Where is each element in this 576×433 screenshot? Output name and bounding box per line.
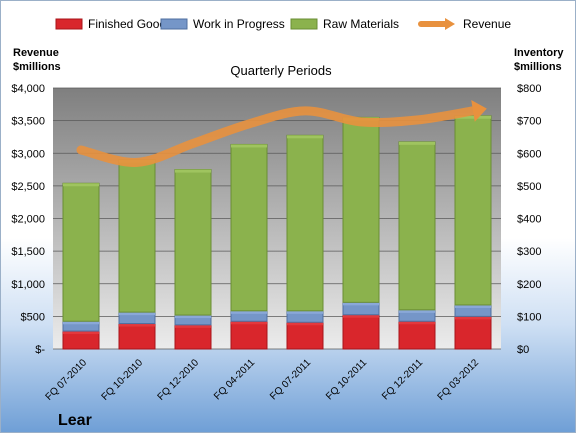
bar-highlight [455,316,491,320]
legend-label-finished-goods: Finished Goods [88,17,172,31]
x-tick-label: FQ 07-2011 [268,357,313,402]
bar-raw-materials [174,169,212,316]
legend-label-work-in-progress: Work in Progress [193,17,285,31]
legend-swatch-raw-materials [290,18,318,30]
x-tick-label: FQ 07-2010 [44,357,90,403]
x-tick-label: FQ 03-2012 [436,357,482,403]
bar-raw-materials [454,115,492,306]
bar-highlight [63,331,99,335]
bar-finished-goods [174,324,212,350]
right-tick-label: $100 [517,311,541,323]
bar-highlight [399,141,435,145]
bar-highlight [455,115,491,119]
bar-finished-goods [342,314,380,350]
bar-highlight [175,169,211,173]
x-tick-label: FQ 10-2010 [100,357,146,403]
bar-highlight [119,312,155,316]
revenue-arrowhead [471,99,487,122]
right-tick-label: $700 [517,116,541,128]
left-tick-label: $500 [21,311,45,323]
bar-highlight [399,321,435,325]
right-axis-title-line1: Inventory [514,47,564,59]
revenue-line-group [76,99,487,167]
bar-highlight [455,304,491,308]
right-tick-label: $800 [517,83,541,95]
bar-highlight [399,309,435,313]
legend-label-revenue: Revenue [463,17,511,31]
left-axis-title-line2: $millions [13,61,61,73]
x-tick-label: FQ 12-2010 [156,357,202,403]
bar-highlight [343,314,379,318]
bar-highlight [63,183,99,187]
bar-raw-materials [118,159,156,313]
bar-finished-goods [230,320,268,350]
bar-raw-materials [342,116,380,303]
right-tick-label: $0 [517,344,529,356]
bar-finished-goods [454,315,492,350]
revenue-line [76,106,478,167]
legend: Finished Goods Work in Progress Raw Materi… [55,17,511,31]
left-tick-label: $3,000 [11,148,45,160]
bar-finished-goods [286,321,324,350]
right-tick-label: $300 [517,246,541,258]
legend-swatch-finished-goods [55,18,83,30]
left-tick-label: $- [35,344,45,356]
legend-swatch-work-in-progress [160,18,188,30]
x-tick-label: FQ 04-2011 [212,357,257,402]
right-axis-title-line2: $millions [514,61,562,73]
left-tick-label: $4,000 [11,83,45,95]
bar-highlight [287,135,323,139]
bar-raw-materials [62,182,100,322]
x-axis-ticks: FQ 07-2010 FQ 10-2010 FQ 12-2010 FQ 04-2011… [44,357,482,403]
right-tick-label: $200 [517,279,541,291]
right-tick-label: $500 [517,181,541,193]
bar-raw-materials [230,143,268,312]
bar-highlight [343,302,379,306]
bar-raw-materials [286,134,324,312]
bar-highlight [231,321,267,325]
left-axis-ticks: $- $500 $1,000 $1,500 $2,000 $2,500 $3,000 $3,5… [11,83,45,356]
bar-series [62,115,492,350]
bar-highlight [231,310,267,314]
bar-highlight [63,321,99,325]
bar-finished-goods [398,320,436,350]
right-tick-label: $600 [517,148,541,160]
bar-finished-goods [118,323,156,350]
chart-title: Quarterly Periods [230,63,332,78]
bar-highlight [287,310,323,314]
bar-highlight [175,315,211,319]
right-axis-ticks: $0 $100 $200 $300 $400 $500 $600 $700 $800 [517,83,541,356]
bar-highlight [287,322,323,326]
bar-raw-materials [398,141,436,311]
legend-label-raw-materials: Raw Materials [323,17,399,31]
right-tick-label: $400 [517,214,541,226]
x-tick-label: FQ 10-2011 [324,357,369,402]
bar-highlight [175,324,211,328]
x-tick-label: FQ 12-2011 [380,357,425,402]
left-tick-label: $1,500 [11,246,45,258]
left-axis-title-line1: Revenue [13,47,59,59]
left-tick-label: $1,000 [11,279,45,291]
legend-arrow-revenue [445,18,455,30]
left-tick-label: $3,500 [11,116,45,128]
left-tick-label: $2,500 [11,181,45,193]
company-label: Lear [58,412,92,429]
left-tick-label: $2,000 [11,214,45,226]
bar-highlight [119,323,155,327]
bar-highlight [231,144,267,148]
